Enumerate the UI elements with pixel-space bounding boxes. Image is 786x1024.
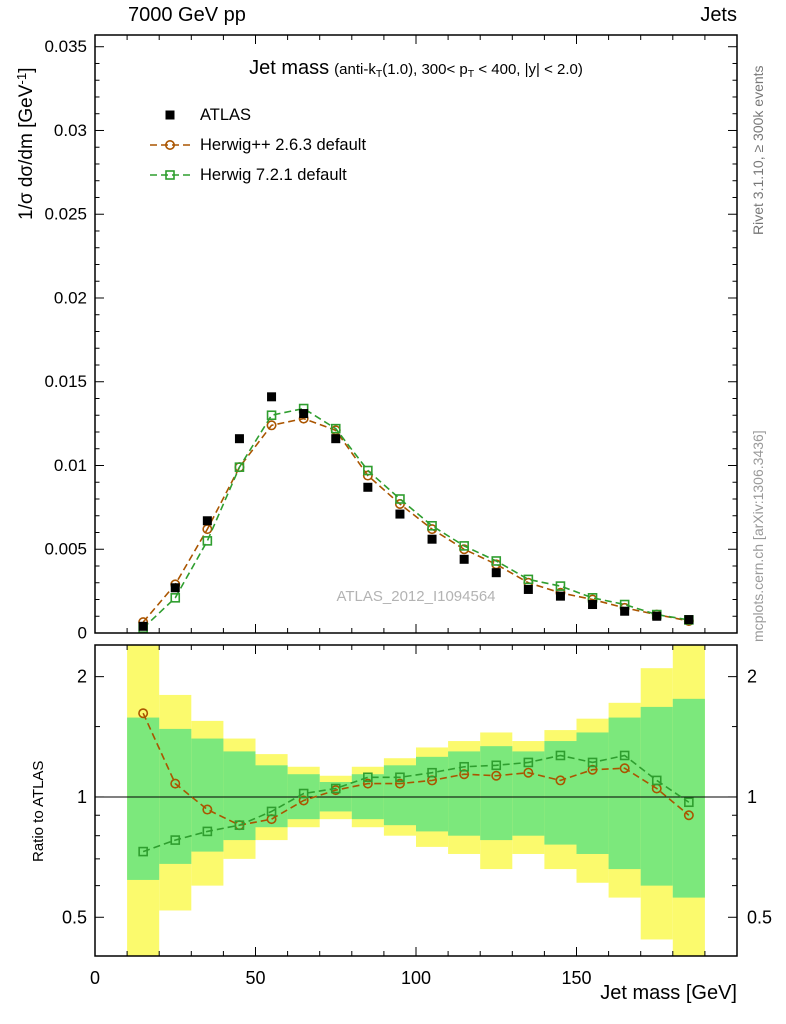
series-atlas xyxy=(138,392,694,631)
legend: ATLAS Herwig++ 2.6.3 default Herwig 7.2.1 … xyxy=(148,100,366,190)
legend-item-atlas: ATLAS xyxy=(148,100,366,130)
category-label: Jets xyxy=(700,4,737,26)
svg-text:0.02: 0.02 xyxy=(54,288,87,307)
title-text-part: (anti-k xyxy=(334,61,376,78)
circle-open-legend-marker-icon xyxy=(150,140,190,150)
svg-text:0.5: 0.5 xyxy=(747,907,772,927)
mcplots-reference-note: mcplots.cern.ch [arXiv:1306.3436] xyxy=(750,430,766,642)
ratio-y-axis-label: Ratio to ATLAS xyxy=(30,760,47,862)
series-herwig-2-6-3-default xyxy=(138,413,694,628)
svg-text:2: 2 xyxy=(77,667,87,687)
uncertainty-bands xyxy=(127,645,705,956)
series-herwig-2-6-3-default xyxy=(138,708,694,831)
svg-text:1: 1 xyxy=(77,787,87,807)
svg-text:0.03: 0.03 xyxy=(54,121,87,140)
plot-title-detail: (anti-kT(1.0), 300< pT < 400, |y| < 2.0) xyxy=(334,61,583,80)
series-herwig-7-2-1-default xyxy=(138,403,694,633)
square-filled-legend-marker-icon xyxy=(165,110,175,120)
beam-label: 7000 GeV pp xyxy=(128,4,246,26)
svg-text:0: 0 xyxy=(78,624,87,643)
svg-text:0.035: 0.035 xyxy=(44,37,87,56)
svg-text:100: 100 xyxy=(401,968,431,988)
analysis-watermark: ATLAS_2012_I1094564 xyxy=(336,588,496,605)
legend-label: ATLAS xyxy=(200,105,252,124)
legend-item-herwig-2-6-3-default: Herwig++ 2.6.3 default xyxy=(148,130,366,160)
legend-label: Herwig 7.2.1 default xyxy=(200,165,347,184)
square-open-legend-marker-icon xyxy=(150,170,190,180)
series-herwig-7-2-1-default xyxy=(138,750,694,857)
title-text-part: ] xyxy=(16,67,37,73)
main-panel-frame xyxy=(94,34,738,634)
svg-text:50: 50 xyxy=(245,968,265,988)
legend-label: Herwig++ 2.6.3 default xyxy=(200,135,367,154)
svg-text:0.01: 0.01 xyxy=(54,456,87,475)
svg-text:2: 2 xyxy=(747,667,757,687)
plot-title-main: Jet mass xyxy=(249,57,330,79)
title-text-part: T xyxy=(375,68,383,80)
title-text-part: < 400, |y| < 2.0) xyxy=(474,61,583,78)
axis-ticks xyxy=(94,35,738,956)
svg-text:0.005: 0.005 xyxy=(44,540,87,559)
y-axis-label: 1/σ dσ/dm [GeV-1] xyxy=(14,67,38,220)
ratio-panel-frame xyxy=(94,644,738,957)
title-text-part: (1.0), 300< p xyxy=(382,61,468,78)
svg-text:0.025: 0.025 xyxy=(44,205,87,224)
svg-text:0.015: 0.015 xyxy=(44,372,87,391)
svg-text:0.5: 0.5 xyxy=(62,907,87,927)
x-axis-label: Jet mass [GeV] xyxy=(600,982,737,1004)
rivet-version-note: Rivet 3.1.10, ≥ 300k events xyxy=(750,65,766,235)
title-text-part: T xyxy=(467,68,475,80)
svg-text:150: 150 xyxy=(561,968,591,988)
svg-text:0: 0 xyxy=(90,968,100,988)
title-text-part: 1/σ dσ/dm [GeV xyxy=(16,84,37,220)
axis-tick-labels: 0 50 100 150 0 0.005 0.01 0.015 0.02 0.025 0.03 0.0… xyxy=(44,37,772,988)
plot-title: Jet mass (anti-kT(1.0), 300< pT < 400, |y… xyxy=(95,57,737,80)
legend-item-herwig-7-2-1-default: Herwig 7.2.1 default xyxy=(148,160,366,190)
title-text-part: -1 xyxy=(14,72,29,85)
svg-text:1: 1 xyxy=(747,787,757,807)
